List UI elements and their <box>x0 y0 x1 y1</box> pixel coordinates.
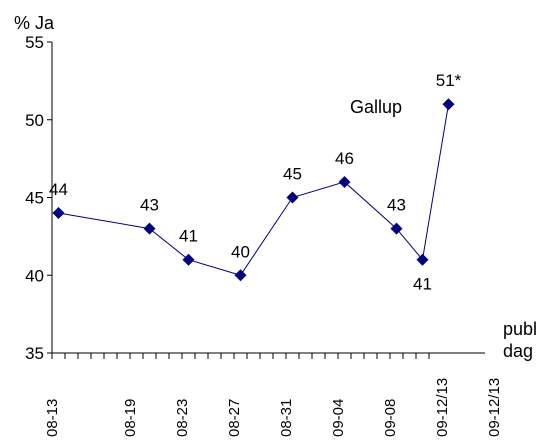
y-tick-label: 55 <box>25 33 44 52</box>
data-label: 46 <box>335 149 354 168</box>
data-label: 41 <box>413 275 432 294</box>
data-label: 41 <box>179 227 198 246</box>
y-axis-label: % Ja <box>14 13 55 33</box>
x-tick-label: 08-13 <box>44 399 61 437</box>
data-point <box>143 222 156 235</box>
data-point <box>416 253 429 266</box>
x-axis-label-line: publ <box>503 319 537 339</box>
data-label: 51* <box>436 71 462 90</box>
x-tick-label: 08-19 <box>122 399 139 437</box>
data-point <box>338 175 351 188</box>
x-tick-label: 09-04 <box>330 399 347 437</box>
data-point <box>234 269 247 282</box>
x-tick-label: 08-31 <box>278 399 295 437</box>
x-tick-label: 08-27 <box>226 399 243 437</box>
x-axis: 08-13 08-19 08-23 08-27 08-31 09-04 09-08 09-12… <box>44 352 503 437</box>
data-label: 44 <box>49 180 68 199</box>
data-point <box>52 207 65 220</box>
data-point <box>286 191 299 204</box>
data-label: 43 <box>387 196 406 215</box>
data-point <box>390 222 403 235</box>
y-axis: 35 40 45 50 55 <box>25 33 53 363</box>
series-line <box>58 104 449 276</box>
x-tick-label: 09-08 <box>382 399 399 437</box>
x-axis-label-line: dag <box>503 341 533 361</box>
data-point <box>182 253 195 266</box>
x-tick-label: 09-12/13 <box>486 378 503 437</box>
data-point <box>442 98 455 111</box>
y-tick-label: 40 <box>25 266 44 285</box>
data-label: 40 <box>231 242 250 261</box>
x-axis-label: publ dag <box>503 319 537 361</box>
series-gallup: 44 43 41 40 45 46 43 41 51* <box>49 71 462 294</box>
y-tick-label: 45 <box>25 189 44 208</box>
legend-gallup: Gallup <box>350 97 402 117</box>
data-label: 43 <box>140 196 159 215</box>
x-tick-label: 08-23 <box>174 399 191 437</box>
y-tick-label: 50 <box>25 111 44 130</box>
data-label: 45 <box>283 165 302 184</box>
x-tick-label: 09-12/13 <box>434 378 451 437</box>
y-tick-label: 35 <box>25 344 44 363</box>
